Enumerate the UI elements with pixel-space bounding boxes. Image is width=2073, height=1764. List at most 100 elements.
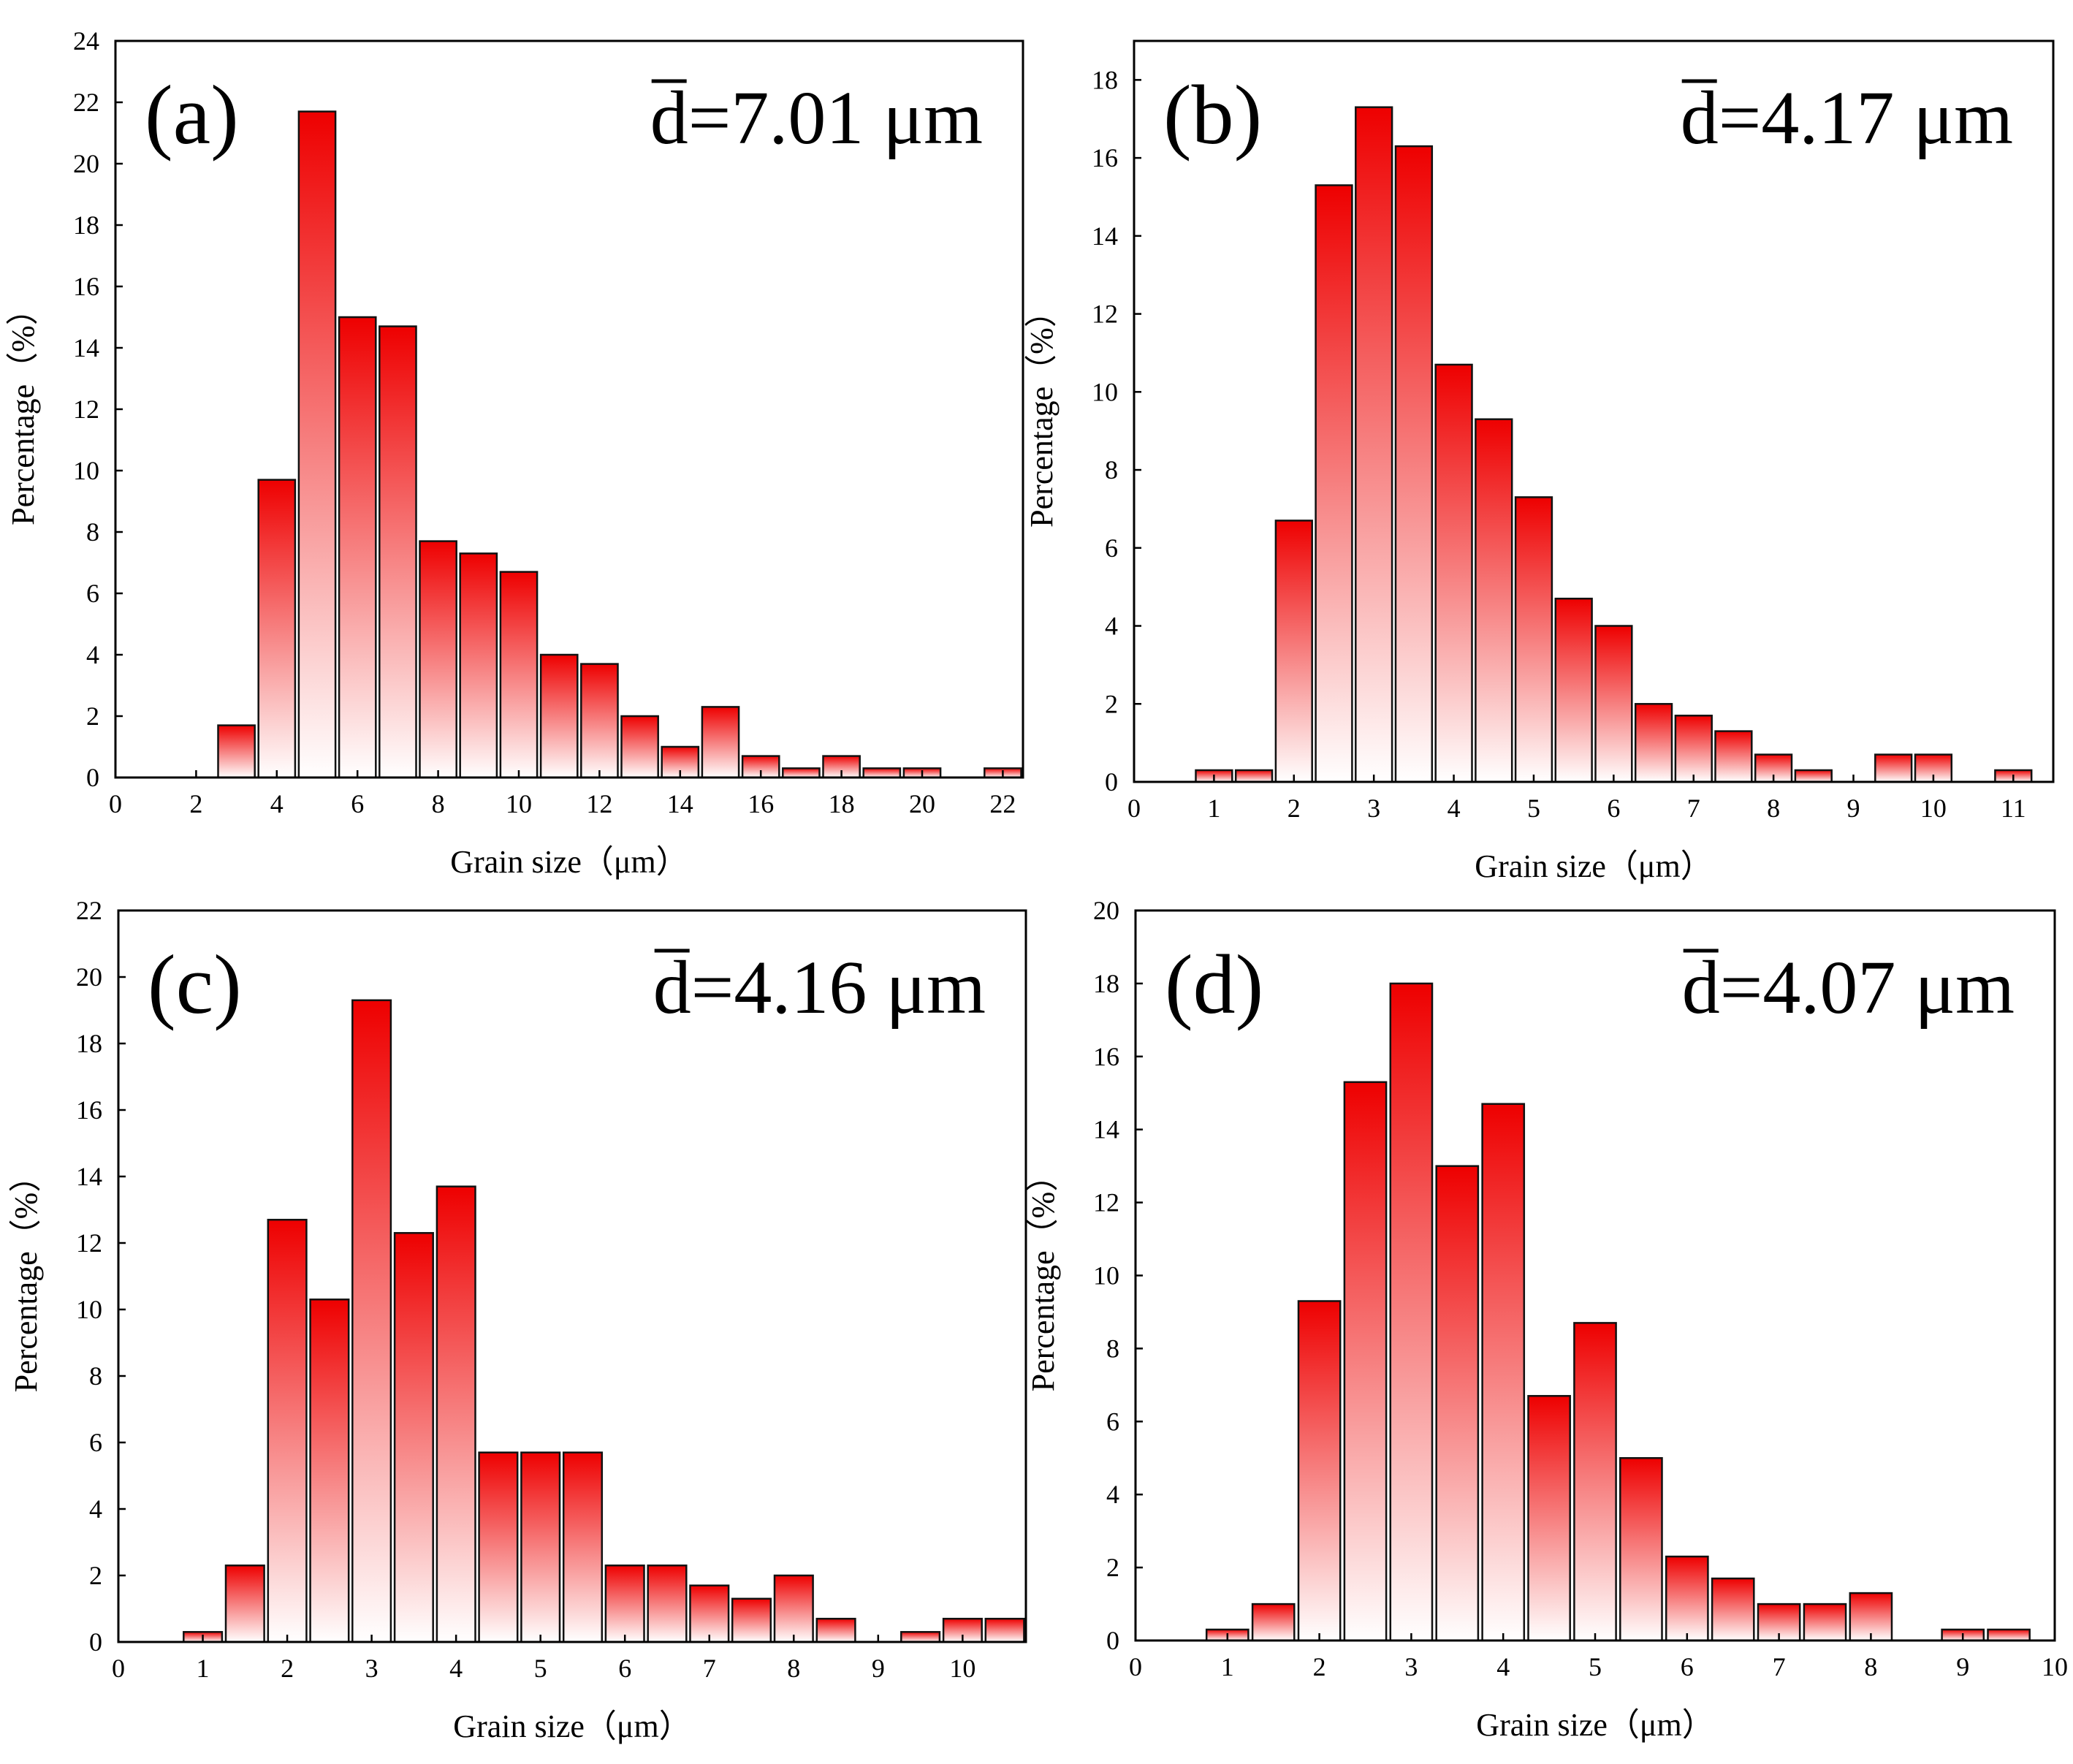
bar-a-14 bbox=[782, 767, 821, 779]
panel-a: 0 2 4 6 8 10 12 14 16 18 20 22024681012141618202224… bbox=[5, 26, 1024, 880]
bar-d-8 bbox=[1573, 1322, 1617, 1642]
bar-a-10 bbox=[620, 715, 659, 779]
x-tick-label-c-9: 9 bbox=[872, 1654, 885, 1683]
bar-d-4 bbox=[1389, 982, 1434, 1642]
y-tick-label-d-9: 18 bbox=[1093, 969, 1119, 998]
x-tick-label-d-8: 8 bbox=[1864, 1652, 1877, 1681]
y-tick-label-d-1: 2 bbox=[1106, 1553, 1119, 1582]
bar-b-2 bbox=[1274, 520, 1313, 783]
bar-d-3 bbox=[1343, 1081, 1388, 1642]
y-tick-label-a-9: 18 bbox=[73, 210, 99, 240]
x-tick-label-b-4: 4 bbox=[1448, 794, 1461, 823]
x-axis-title-a: Grain size（μm） bbox=[450, 844, 688, 880]
mean-value-b: =4.17 μm bbox=[1719, 76, 2013, 160]
x-tick-label-a-11: 22 bbox=[989, 789, 1016, 818]
x-tick-label-c-6: 6 bbox=[618, 1654, 631, 1683]
x-tick-label-a-10: 20 bbox=[909, 789, 935, 818]
bar-d-7 bbox=[1527, 1395, 1571, 1642]
bar-c-11 bbox=[647, 1565, 688, 1643]
x-tick-label-b-3: 3 bbox=[1367, 794, 1380, 823]
bar-c-1 bbox=[224, 1565, 265, 1643]
bar-b-8 bbox=[1514, 496, 1553, 783]
y-tick-label-a-11: 22 bbox=[73, 88, 99, 117]
bar-c-16 bbox=[900, 1631, 941, 1643]
mean-grain-size-d: d=4.07 μm bbox=[1682, 946, 2015, 1030]
bar-b-4 bbox=[1355, 106, 1393, 783]
y-tick-label-c-3: 6 bbox=[89, 1428, 102, 1457]
mean-symbol-b: d bbox=[1681, 76, 1719, 160]
x-axis-title-d: Grain size（μm） bbox=[1476, 1707, 1713, 1743]
x-tick-label-b-0: 0 bbox=[1127, 794, 1141, 823]
y-axis-title-c: Percentage（%） bbox=[8, 1160, 44, 1393]
bar-b-9 bbox=[1554, 597, 1593, 783]
y-tick-label-d-10: 20 bbox=[1093, 896, 1119, 925]
bar-d-1 bbox=[1251, 1603, 1296, 1642]
x-tick-label-a-3: 6 bbox=[351, 789, 364, 818]
bar-c-14 bbox=[773, 1574, 814, 1643]
y-tick-label-a-2: 4 bbox=[86, 640, 99, 669]
x-tick-label-b-7: 7 bbox=[1687, 794, 1700, 823]
x-tick-label-c-4: 4 bbox=[449, 1654, 463, 1683]
bar-a-6 bbox=[459, 552, 498, 779]
mean-value-c: =4.16 μm bbox=[691, 946, 986, 1030]
bar-b-5 bbox=[1394, 145, 1434, 783]
y-tick-label-d-7: 14 bbox=[1093, 1115, 1119, 1144]
x-tick-label-b-11: 11 bbox=[2001, 794, 2026, 823]
panel-label-b: (b) bbox=[1163, 69, 1262, 162]
y-tick-label-b-8: 16 bbox=[1092, 143, 1118, 172]
bar-a-7 bbox=[499, 571, 539, 779]
y-tick-label-c-11: 22 bbox=[76, 896, 102, 925]
bar-c-2 bbox=[267, 1218, 308, 1643]
mean-grain-size-a: d=7.01 μm bbox=[650, 76, 983, 160]
bar-d-13 bbox=[1803, 1603, 1847, 1642]
y-axis-title-b: Percentage（%） bbox=[1024, 295, 1060, 528]
mean-grain-size-b: d=4.17 μm bbox=[1681, 76, 2013, 160]
y-tick-label-d-2: 4 bbox=[1106, 1480, 1119, 1509]
bar-d-11 bbox=[1711, 1577, 1755, 1642]
x-tick-label-d-1: 1 bbox=[1221, 1652, 1234, 1681]
y-tick-label-a-3: 6 bbox=[86, 579, 99, 608]
y-tick-label-d-5: 10 bbox=[1093, 1261, 1119, 1290]
x-tick-label-d-5: 5 bbox=[1589, 1652, 1602, 1681]
bar-b-3 bbox=[1315, 184, 1353, 783]
panel-label-a: (a) bbox=[145, 69, 239, 162]
bar-a-4 bbox=[379, 325, 417, 779]
y-tick-label-d-8: 16 bbox=[1093, 1042, 1119, 1071]
y-tick-label-b-5: 10 bbox=[1092, 377, 1118, 406]
x-tick-label-a-6: 12 bbox=[586, 789, 612, 818]
bar-c-8 bbox=[520, 1451, 561, 1643]
bar-d-2 bbox=[1297, 1300, 1342, 1642]
y-tick-label-b-6: 12 bbox=[1092, 300, 1118, 329]
x-tick-label-c-10: 10 bbox=[949, 1654, 975, 1683]
y-tick-label-c-0: 0 bbox=[89, 1627, 102, 1657]
y-tick-label-c-7: 14 bbox=[76, 1162, 102, 1191]
y-tick-label-a-1: 2 bbox=[86, 702, 99, 731]
x-tick-label-c-2: 2 bbox=[281, 1654, 294, 1683]
y-tick-label-a-12: 24 bbox=[73, 26, 99, 56]
x-tick-label-a-5: 10 bbox=[506, 789, 532, 818]
panel-label-d: (d) bbox=[1165, 938, 1263, 1032]
x-tick-label-a-1: 2 bbox=[189, 789, 202, 818]
bar-d-10 bbox=[1665, 1555, 1709, 1642]
bar-b-7 bbox=[1475, 418, 1513, 783]
y-tick-label-c-9: 18 bbox=[76, 1029, 102, 1058]
bar-b-13 bbox=[1714, 730, 1753, 783]
bar-a-9 bbox=[580, 663, 619, 779]
bar-a-12 bbox=[701, 706, 740, 779]
bar-b-10 bbox=[1594, 625, 1633, 783]
y-tick-label-b-0: 0 bbox=[1105, 767, 1118, 797]
plot-frame-c bbox=[117, 909, 1027, 1643]
x-tick-label-a-4: 8 bbox=[432, 789, 445, 818]
bar-a-3 bbox=[338, 316, 377, 779]
mean-symbol-a: d bbox=[650, 76, 688, 160]
x-tick-label-a-9: 18 bbox=[829, 789, 855, 818]
x-axis-title-b: Grain size（μm） bbox=[1475, 848, 1712, 884]
bar-b-11 bbox=[1634, 703, 1673, 783]
mean-grain-size-c: d=4.16 μm bbox=[653, 946, 986, 1030]
mean-symbol-d: d bbox=[1682, 946, 1720, 1030]
y-tick-label-c-2: 4 bbox=[89, 1494, 102, 1524]
x-tick-label-d-9: 9 bbox=[1956, 1652, 1969, 1681]
plot-frame-b bbox=[1133, 39, 2055, 783]
y-tick-label-b-1: 2 bbox=[1105, 689, 1118, 718]
